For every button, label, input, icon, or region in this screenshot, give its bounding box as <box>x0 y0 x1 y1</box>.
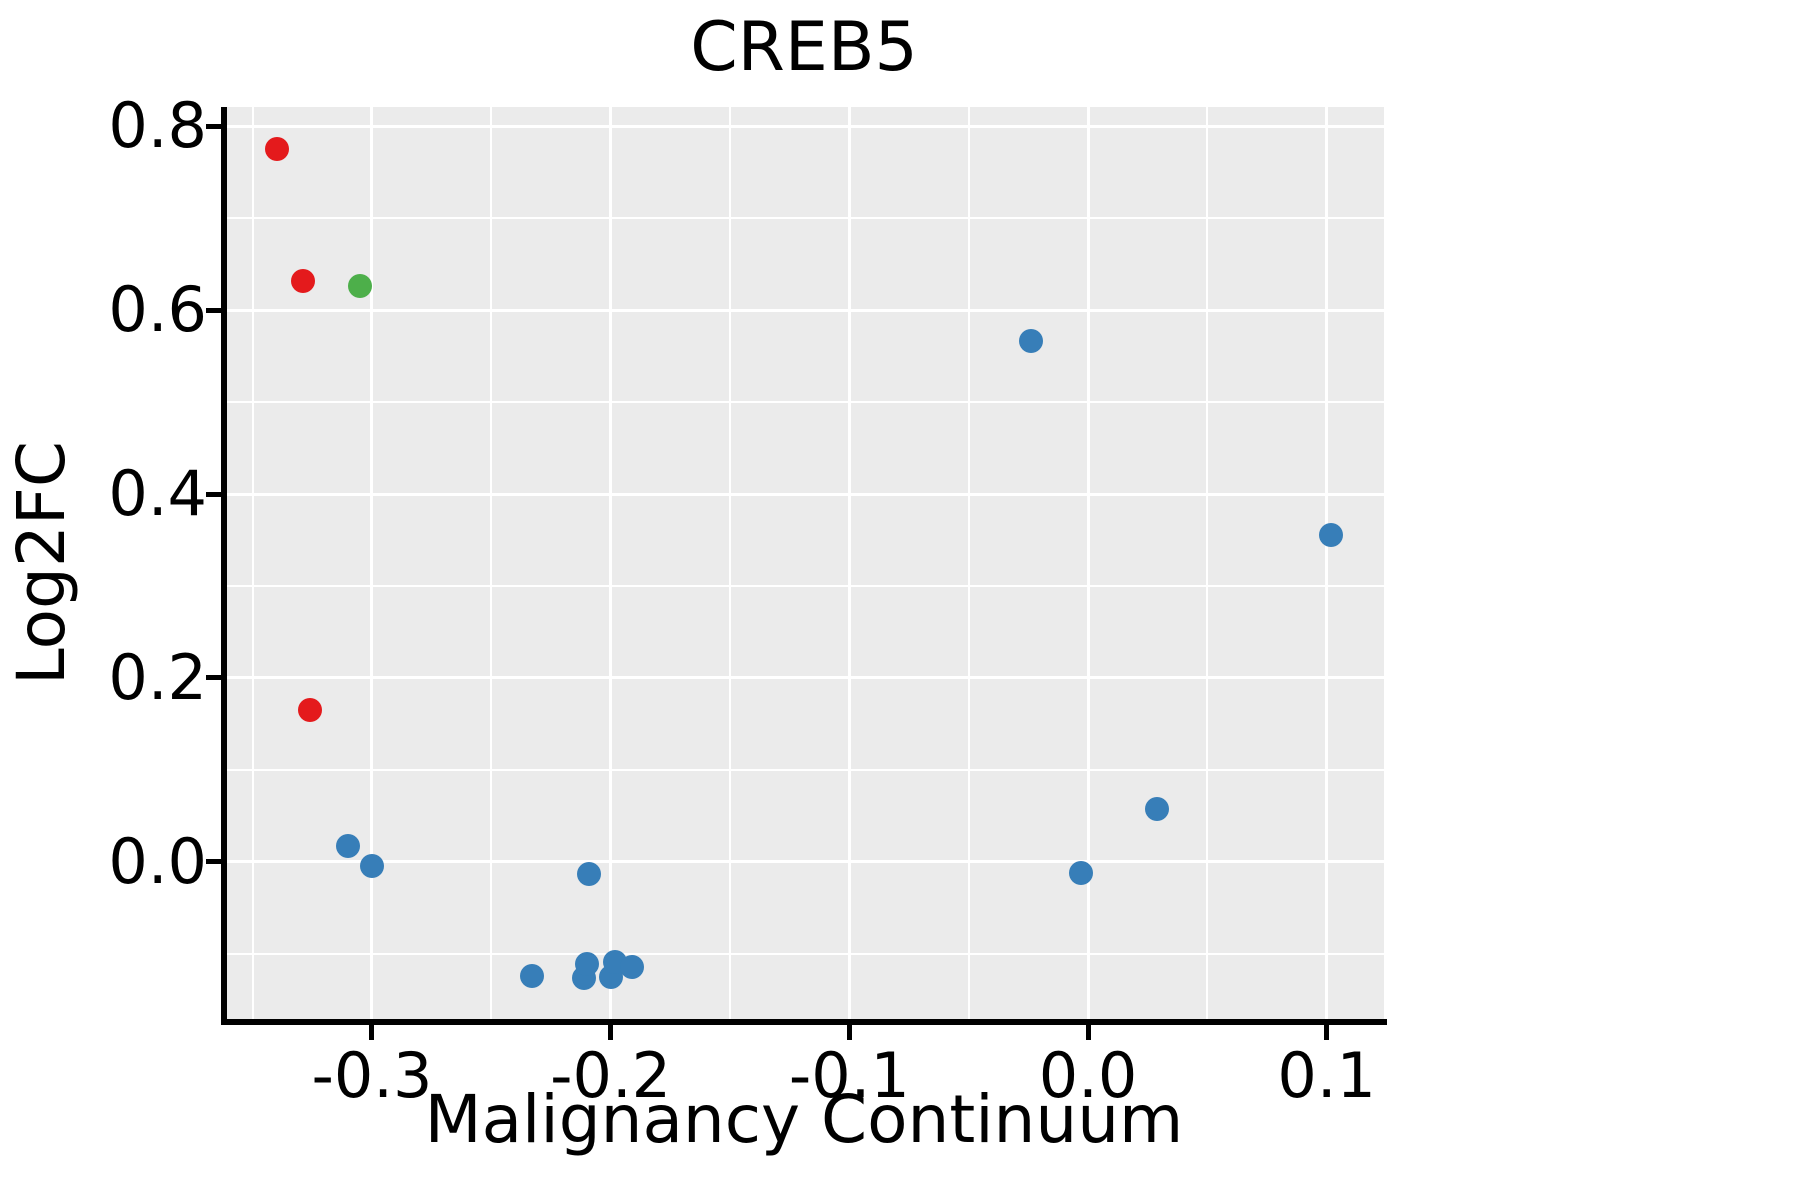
y-tick-label: 0.2 <box>108 640 207 714</box>
data-point-cscc <box>574 951 599 976</box>
gridline-y-minor <box>224 768 1384 771</box>
gridline-x-minor <box>490 107 493 1019</box>
data-point-ak <box>297 698 322 723</box>
gridline-y-minor <box>224 584 1384 587</box>
gridline-y-minor <box>224 952 1384 955</box>
gridline-x-major <box>1086 107 1090 1019</box>
gridline-x-major <box>1325 107 1329 1019</box>
y-axis-line <box>221 107 227 1025</box>
data-point-ak <box>290 268 315 293</box>
y-tick <box>206 859 221 865</box>
x-tick-label: -0.1 <box>788 1039 910 1112</box>
data-point-cscc <box>359 854 384 879</box>
gridline-y-minor <box>224 401 1384 404</box>
y-tick-label: 0.0 <box>108 824 207 898</box>
plot-title: CREB5 <box>690 8 918 87</box>
data-point-cscc <box>519 963 544 988</box>
x-tick <box>608 1025 614 1040</box>
x-tick-label: -0.2 <box>550 1039 672 1112</box>
data-point-cscc <box>1145 797 1170 822</box>
gridline-y-major <box>224 492 1384 496</box>
y-tick <box>206 123 221 129</box>
plot-panel <box>224 107 1384 1019</box>
y-tick <box>206 307 221 313</box>
data-point-ak <box>264 137 289 162</box>
data-point-cscc <box>1319 523 1344 548</box>
y-tick-label: 0.6 <box>108 273 207 347</box>
gridline-y-major <box>224 860 1384 864</box>
data-point-cscc <box>577 861 602 886</box>
gridline-x-minor <box>1206 107 1209 1019</box>
gridline-x-major <box>847 107 851 1019</box>
data-point-cscc <box>336 834 361 859</box>
data-point-cscc <box>620 954 645 979</box>
x-tick <box>846 1025 852 1040</box>
data-point-cscc <box>1068 860 1093 885</box>
x-axis-line <box>221 1019 1387 1025</box>
data-point-cscc <box>1018 329 1043 354</box>
gridline-x-major <box>370 107 374 1019</box>
gridline-y-major <box>224 124 1384 128</box>
x-axis-label: Malignancy Continuum <box>424 1081 1184 1158</box>
gridline-x-minor <box>251 107 254 1019</box>
gridline-x-minor <box>967 107 970 1019</box>
y-tick <box>206 675 221 681</box>
x-tick <box>369 1025 375 1040</box>
x-tick <box>1324 1025 1330 1040</box>
x-tick-label: 0.1 <box>1277 1039 1376 1112</box>
x-tick <box>1085 1025 1091 1040</box>
gridline-x-minor <box>729 107 731 1019</box>
gridline-y-minor <box>224 217 1384 220</box>
x-tick-label: -0.3 <box>311 1039 433 1112</box>
x-tick-label: 0.0 <box>1038 1039 1138 1112</box>
y-tick-label: 0.8 <box>108 89 207 163</box>
gridline-x-major <box>609 107 613 1019</box>
y-tick <box>206 491 221 497</box>
y-tick-label: 0.4 <box>108 457 207 531</box>
gridline-y-major <box>224 308 1384 312</box>
data-point-sccis <box>348 274 373 299</box>
gridline-y-major <box>224 676 1384 680</box>
